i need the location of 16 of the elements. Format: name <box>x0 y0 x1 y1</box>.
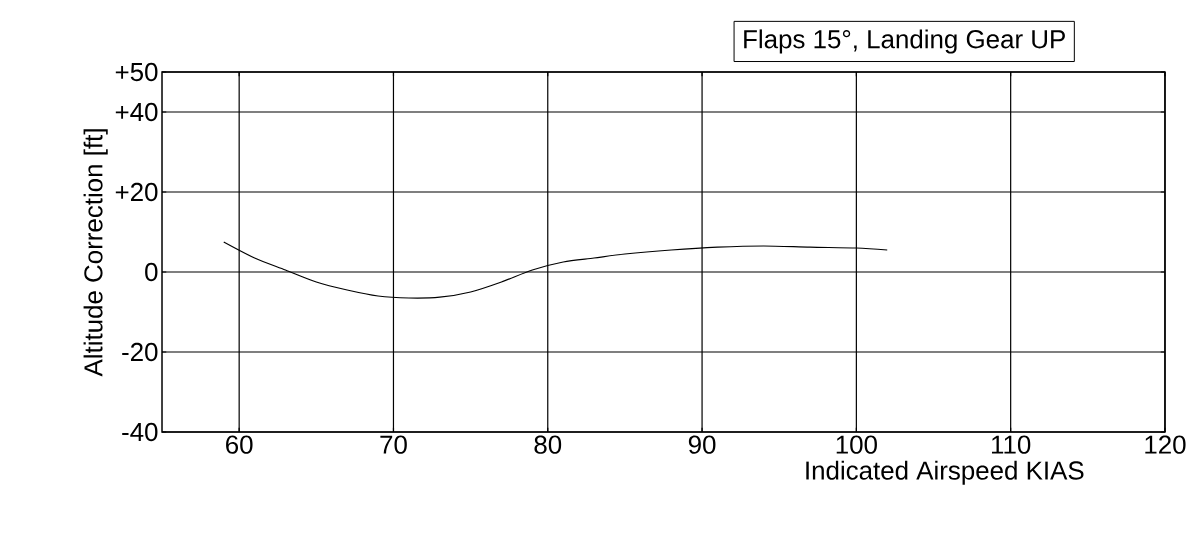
x-tick-label: 110 <box>991 435 1031 454</box>
x-tick-label: 90 <box>688 435 716 454</box>
y-tick-label: +50 <box>115 62 158 82</box>
x-tick-label: 70 <box>380 435 407 454</box>
y-axis-title: Altitude Correction [ft] <box>83 129 108 377</box>
x-tick-label: 120 <box>1145 435 1186 454</box>
x-tick-label: 80 <box>534 435 562 454</box>
y-tick-label: -40 <box>122 422 158 442</box>
x-axis-title: Indicated Airspeed KIAS <box>806 460 1084 485</box>
y-tick-label: 0 <box>145 262 158 282</box>
x-tick-label: 100 <box>836 435 877 454</box>
chart-title: Flaps 15°, Landing Gear UP <box>744 29 1065 54</box>
y-tick-label: +40 <box>115 102 158 122</box>
y-tick-label: -20 <box>122 342 158 362</box>
x-tick-label: 60 <box>226 435 253 454</box>
y-tick-label: +20 <box>115 182 158 202</box>
